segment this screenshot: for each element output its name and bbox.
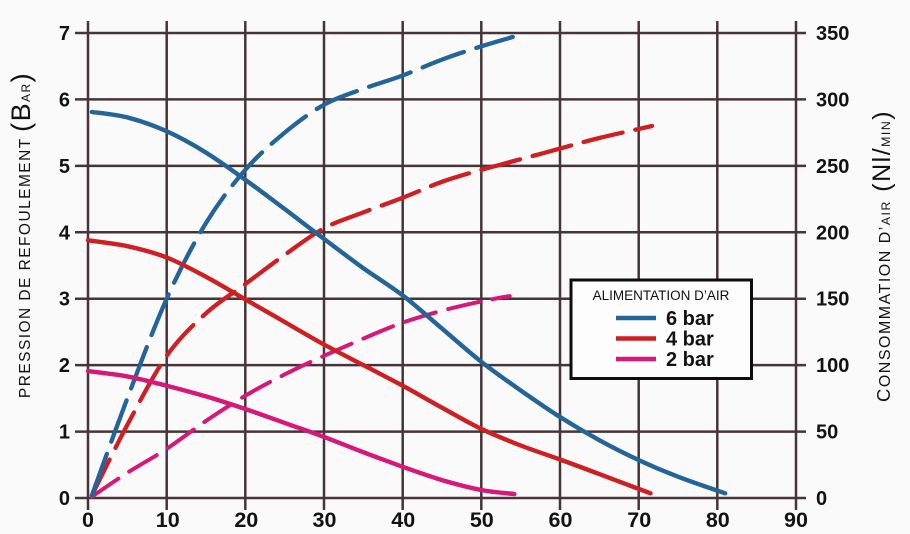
svg-text:100: 100 (816, 355, 849, 377)
svg-text:200: 200 (816, 222, 849, 244)
svg-text:PRESSION DE REFOULEMENT (BAR): PRESSION DE REFOULEMENT (BAR) (6, 72, 36, 398)
svg-text:0: 0 (82, 508, 94, 532)
svg-text:5: 5 (59, 156, 70, 178)
svg-text:90: 90 (784, 508, 808, 532)
svg-text:0: 0 (59, 488, 70, 510)
svg-text:150: 150 (816, 289, 849, 311)
svg-text:7: 7 (59, 23, 70, 45)
svg-text:20: 20 (234, 508, 258, 532)
svg-text:70: 70 (627, 508, 651, 532)
svg-text:10: 10 (156, 508, 180, 532)
svg-text:50: 50 (816, 422, 838, 444)
svg-text:2 bar: 2 bar (666, 349, 714, 371)
svg-text:250: 250 (816, 156, 849, 178)
svg-text:80: 80 (706, 508, 730, 532)
svg-text:300: 300 (816, 89, 849, 111)
svg-text:0: 0 (816, 488, 827, 510)
svg-text:60: 60 (549, 508, 573, 532)
svg-text:CONSOMMATION D’AIR (Nl/MIN): CONSOMMATION D’AIR (Nl/MIN) (868, 110, 896, 402)
svg-text:6: 6 (59, 89, 70, 111)
svg-text:40: 40 (391, 508, 415, 532)
svg-text:1: 1 (59, 422, 70, 444)
svg-text:2: 2 (59, 355, 70, 377)
svg-text:6 bar: 6 bar (666, 308, 714, 330)
svg-text:3: 3 (59, 289, 70, 311)
svg-text:30: 30 (313, 508, 337, 532)
svg-text:ALIMENTATION D’AIR: ALIMENTATION D’AIR (593, 288, 730, 303)
svg-text:4 bar: 4 bar (666, 329, 714, 351)
svg-text:350: 350 (816, 23, 849, 45)
svg-text:4: 4 (59, 222, 71, 244)
svg-text:50: 50 (470, 508, 494, 532)
